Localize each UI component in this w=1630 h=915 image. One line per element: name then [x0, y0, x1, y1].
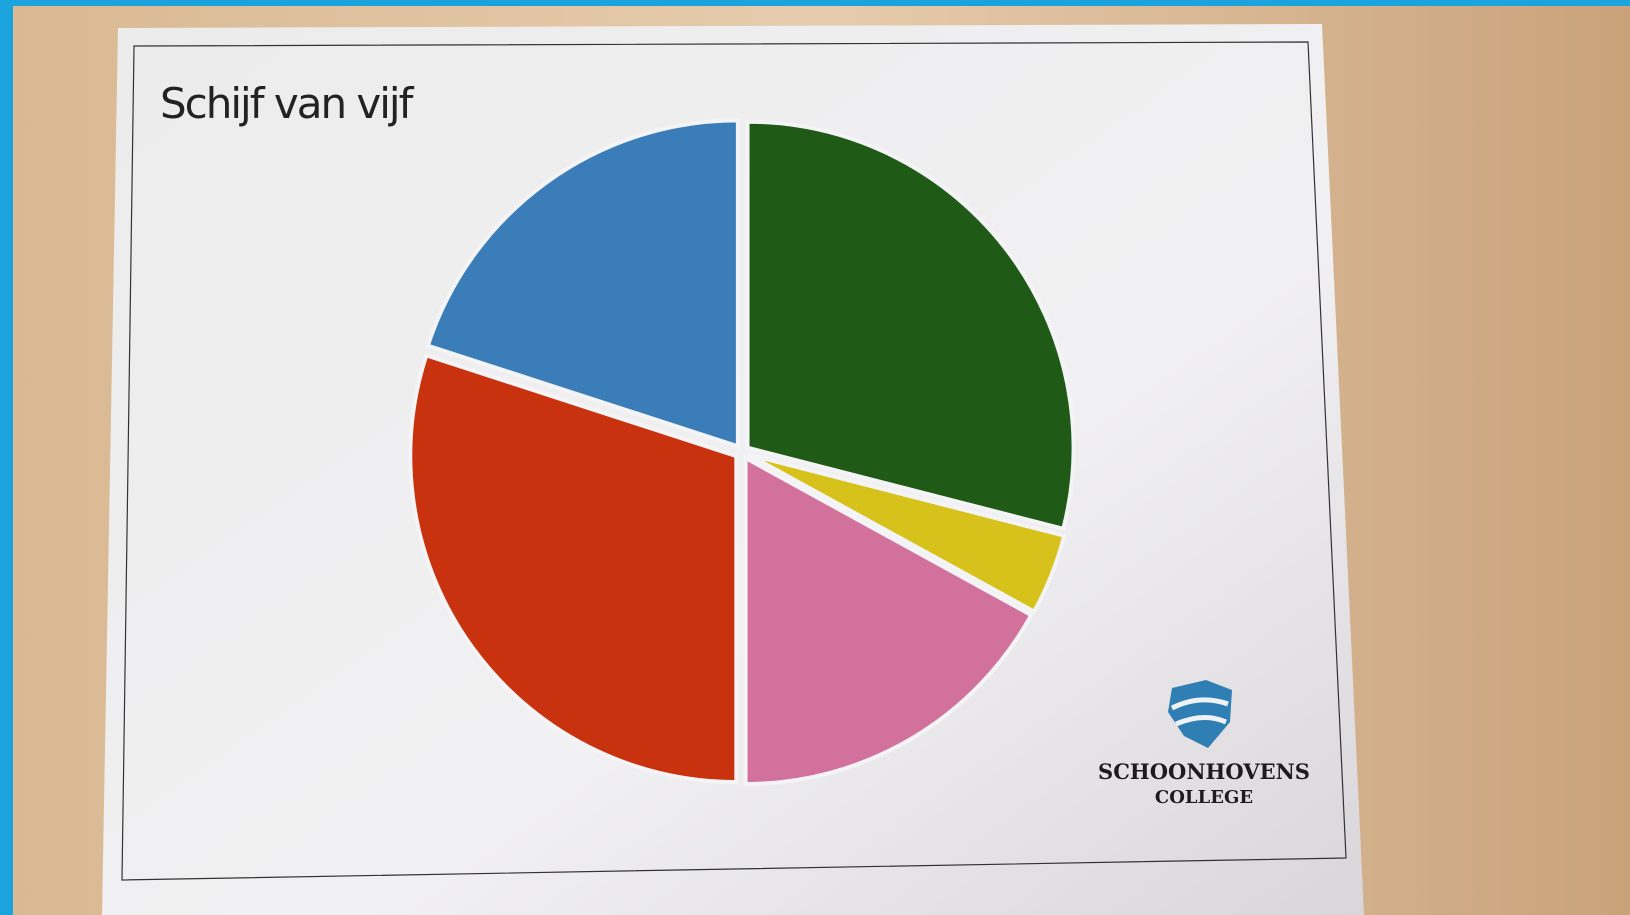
logo-line2: COLLEGE	[1155, 787, 1253, 808]
logo-line1: SCHOONHOVENS	[1098, 759, 1310, 784]
chart-title: Schijf van vijf	[160, 79, 415, 128]
chart: Schijf van vijf SCHOONHOVENS COLLEGE	[0, 0, 1630, 915]
page: Schijf van vijf SCHOONHOVENS COLLEGE (()…	[0, 0, 1630, 915]
